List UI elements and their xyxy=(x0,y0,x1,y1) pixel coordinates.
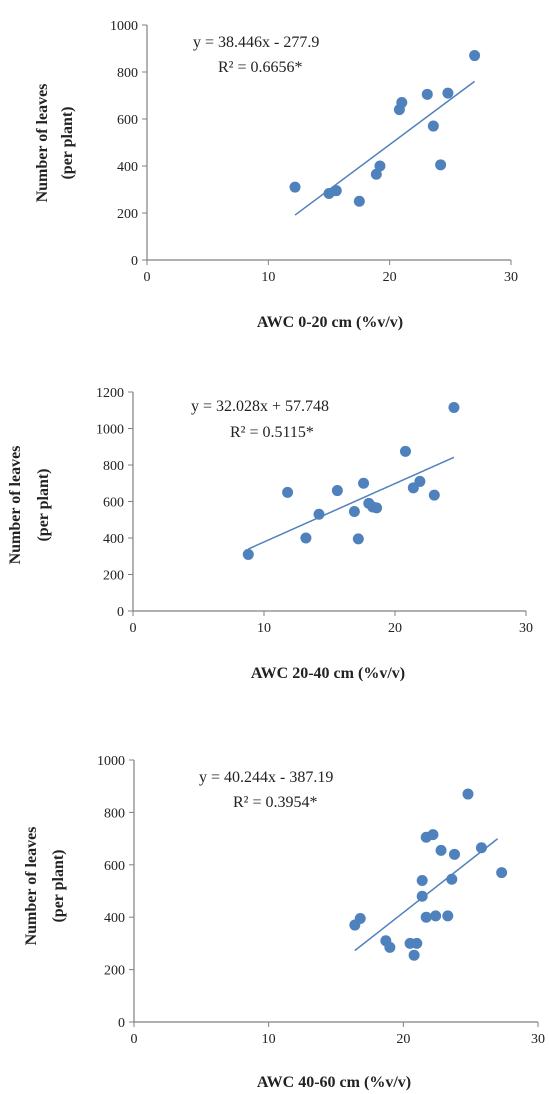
chart-3: 0 200 400 600 800 1000 0 10 20 30 y = 40.244x - 38… xyxy=(23,754,545,1091)
data-point xyxy=(352,533,364,545)
data-point xyxy=(370,168,382,180)
data-point xyxy=(384,941,396,953)
data-point xyxy=(348,506,360,518)
x-tick-label: 30 xyxy=(531,1032,545,1047)
y-axis-title: Number of leaves xyxy=(7,446,24,565)
x-tick-label: 20 xyxy=(383,270,397,285)
x-tick-label: 10 xyxy=(261,270,275,285)
data-point xyxy=(435,844,447,856)
y-tick-label: 1000 xyxy=(96,423,124,438)
data-point xyxy=(282,486,294,498)
y-tick-label: 600 xyxy=(117,113,138,128)
trendline xyxy=(247,456,455,550)
data-point xyxy=(442,910,454,922)
x-axis-title: AWC 0-20 cm (%v/v) xyxy=(257,314,403,331)
x-tick-label: 10 xyxy=(257,621,271,636)
x-tick-label: 20 xyxy=(396,1032,410,1047)
y-tick-label: 200 xyxy=(104,964,125,979)
y-axis-title: Number of leaves xyxy=(23,827,40,946)
chart-2: 0 200 400 600 800 1000 1200 0 10 20 30 y = 32.028x … xyxy=(7,386,533,682)
y-tick-label: 0 xyxy=(117,605,124,620)
data-point xyxy=(300,532,312,544)
data-point xyxy=(446,873,458,885)
x-tick-label: 30 xyxy=(504,270,518,285)
y-tick-label: 1000 xyxy=(97,754,125,769)
data-point xyxy=(469,50,481,62)
regression-equation: y = 40.244x - 387.19 xyxy=(199,769,333,786)
x-tick-label: 0 xyxy=(131,1032,138,1047)
x-tick-label: 0 xyxy=(130,621,137,636)
x-tick-label: 10 xyxy=(262,1032,276,1047)
y-tick-label: 400 xyxy=(104,911,125,926)
data-point xyxy=(408,949,420,961)
y-tick-label: 600 xyxy=(103,496,124,511)
y-tick-label: 800 xyxy=(104,806,125,821)
x-tick-label: 20 xyxy=(388,621,402,636)
regression-equation: y = 38.446x - 277.9 xyxy=(193,34,319,51)
data-point xyxy=(411,937,423,949)
data-point xyxy=(353,195,365,207)
y-axis-title: Number of leaves xyxy=(34,84,51,203)
data-point xyxy=(435,159,447,171)
data-point xyxy=(330,185,342,197)
y-axis-title-unit: (per plant) xyxy=(50,849,67,922)
r-squared: R² = 0.6656* xyxy=(218,59,303,76)
data-point xyxy=(331,485,343,497)
data-point xyxy=(442,87,454,99)
data-point xyxy=(421,88,433,100)
data-point xyxy=(371,502,383,514)
data-point xyxy=(374,160,386,172)
data-point xyxy=(420,911,432,923)
trendline xyxy=(294,80,476,216)
x-axis-title: AWC 40-60 cm (%v/v) xyxy=(257,1074,411,1091)
x-tick-label: 30 xyxy=(519,621,533,636)
regression-equation: y = 32.028x + 57.748 xyxy=(191,398,329,415)
y-tick-label: 400 xyxy=(103,532,124,547)
y-tick-label: 200 xyxy=(103,569,124,584)
y-tick-label: 1000 xyxy=(110,19,138,34)
data-point xyxy=(462,788,474,800)
y-tick-label: 0 xyxy=(131,254,138,269)
data-point xyxy=(313,508,325,520)
data-point xyxy=(358,477,370,489)
y-axis-title-unit: (per plant) xyxy=(59,106,76,179)
chart-1: 0 200 400 600 800 1000 0 10 20 30 y = 38.446x - 27… xyxy=(34,19,518,331)
data-point xyxy=(430,910,442,922)
data-point xyxy=(416,875,428,887)
data-point xyxy=(428,489,440,501)
data-point xyxy=(242,548,254,560)
y-tick-label: 800 xyxy=(103,459,124,474)
data-point xyxy=(354,913,366,925)
data-point xyxy=(416,890,428,902)
x-tick-label: 0 xyxy=(144,270,151,285)
r-squared: R² = 0.5115* xyxy=(230,424,314,441)
x-axis-title: AWC 20-40 cm (%v/v) xyxy=(251,665,405,682)
y-tick-label: 400 xyxy=(117,160,138,175)
data-point xyxy=(399,445,411,457)
y-tick-label: 200 xyxy=(117,207,138,222)
data-point xyxy=(427,829,439,841)
data-point xyxy=(496,867,508,879)
y-tick-label: 0 xyxy=(118,1016,125,1031)
r-squared: R² = 0.3954* xyxy=(233,794,318,811)
y-axis-title-unit: (per plant) xyxy=(35,468,52,541)
y-tick-label: 600 xyxy=(104,859,125,874)
y-tick-label: 800 xyxy=(117,66,138,81)
data-point xyxy=(414,475,426,487)
data-point xyxy=(449,848,461,860)
data-point xyxy=(427,120,439,132)
data-point xyxy=(289,181,301,193)
data-point xyxy=(475,842,487,854)
data-point xyxy=(448,402,460,414)
data-point xyxy=(396,97,408,109)
y-tick-label: 1200 xyxy=(96,386,124,401)
